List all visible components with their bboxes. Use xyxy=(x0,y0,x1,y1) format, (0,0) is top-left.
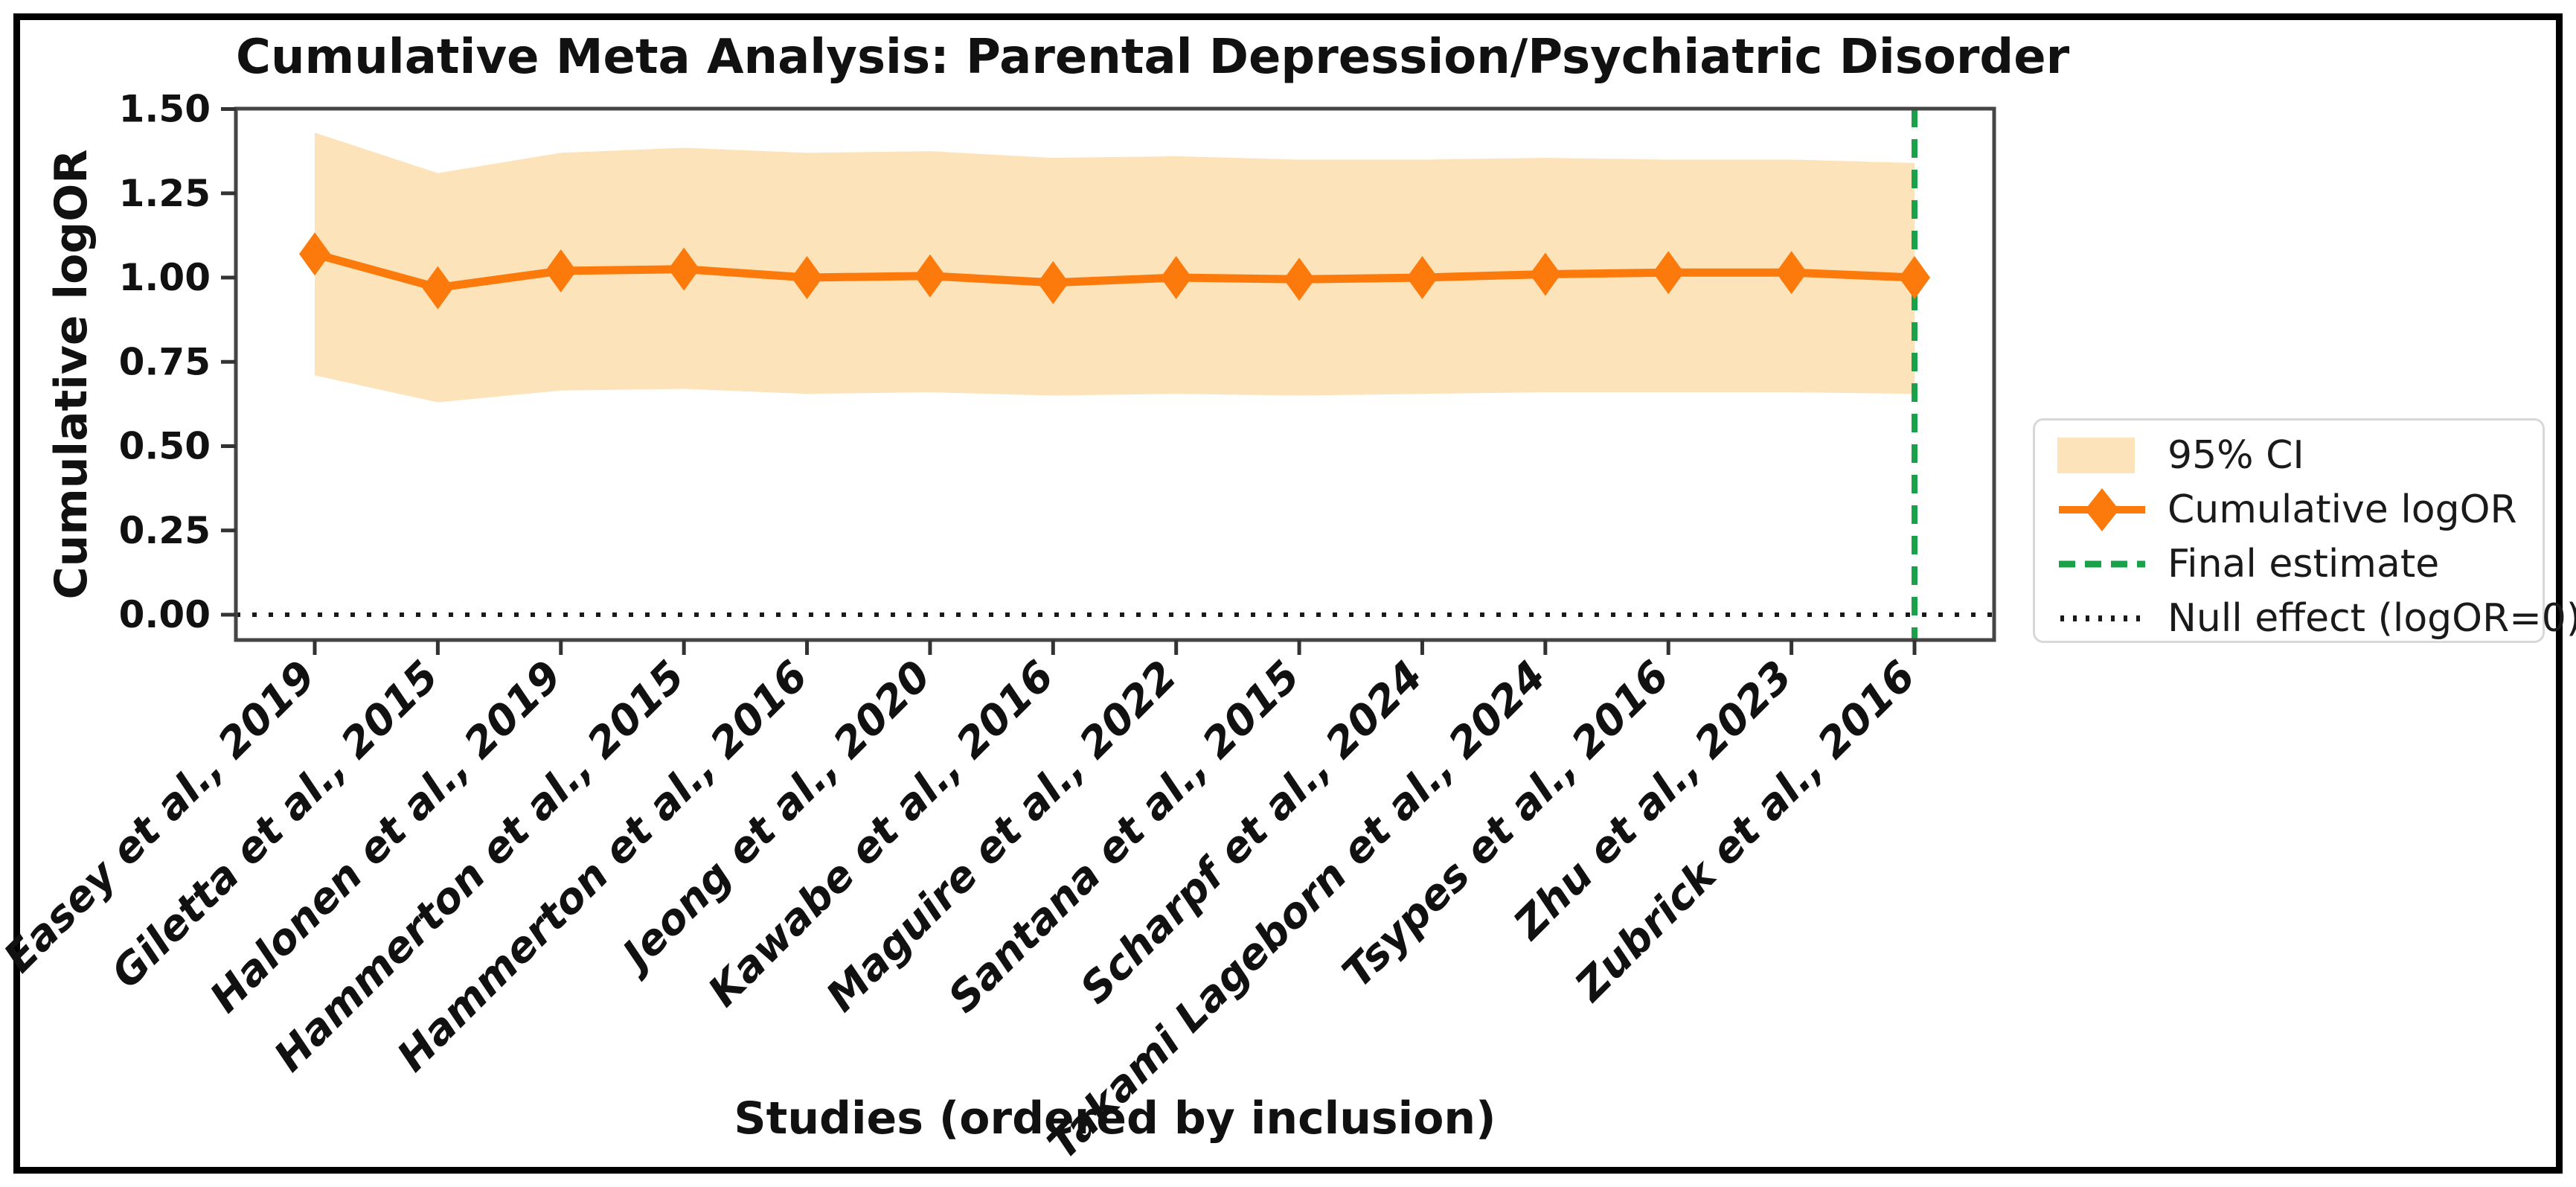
legend-item-ci: 95% CI xyxy=(2057,428,2543,482)
legend-label-cumulative-logor: Cumulative logOR xyxy=(2168,487,2517,532)
diamond-marker xyxy=(1529,252,1561,296)
cumulative-logor-line xyxy=(313,249,1915,292)
y-tick-label: 0.00 xyxy=(119,593,211,636)
diamond-marker xyxy=(545,249,577,292)
dashed-line-swatch-icon xyxy=(2057,540,2147,589)
chart-title: Cumulative Meta Analysis: Parental Depre… xyxy=(236,30,2070,85)
diamond-marker xyxy=(1406,256,1438,299)
y-tick-label: 1.25 xyxy=(119,172,211,215)
diamond-marker xyxy=(1284,257,1316,301)
y-tick-label: 0.75 xyxy=(119,340,211,383)
legend-item-final-estimate: Final estimate xyxy=(2057,537,2543,591)
legend-item-cumulative-logor: Cumulative logOR xyxy=(2057,482,2543,537)
ci-band-swatch-icon xyxy=(2057,437,2147,473)
diamond-marker xyxy=(791,256,823,299)
diamond-marker xyxy=(1775,251,1807,295)
diamond-marker xyxy=(1899,256,1930,299)
legend: 95% CI Cumulative logOR Final estimate xyxy=(2033,418,2576,645)
y-tick-label: 0.25 xyxy=(119,509,211,552)
diamond-marker xyxy=(1160,256,1192,299)
y-tick-label: 1.50 xyxy=(119,88,211,131)
diamond-marker xyxy=(1037,260,1069,304)
y-tick-label: 0.50 xyxy=(119,425,211,468)
ci-band xyxy=(315,132,1915,403)
x-axis-label: Studies (ordered by inclusion) xyxy=(734,1092,1496,1145)
diamond-marker xyxy=(914,254,946,298)
legend-label-null-effect: Null effect (logOR=0) xyxy=(2168,595,2576,641)
line-diamond-swatch-icon xyxy=(2057,485,2147,534)
legend-item-null-effect: Null effect (logOR=0) xyxy=(2057,591,2576,645)
diamond-marker xyxy=(299,232,330,276)
diamond-marker xyxy=(668,247,700,291)
dotted-line-swatch-icon xyxy=(2057,594,2147,643)
diamond-marker xyxy=(422,266,454,310)
legend-label-final-estimate: Final estimate xyxy=(2168,541,2440,586)
y-tick-label: 1.00 xyxy=(119,256,211,299)
legend-label-ci: 95% CI xyxy=(2168,432,2304,478)
plot-border xyxy=(234,106,1996,642)
diamond-marker xyxy=(1653,251,1685,295)
